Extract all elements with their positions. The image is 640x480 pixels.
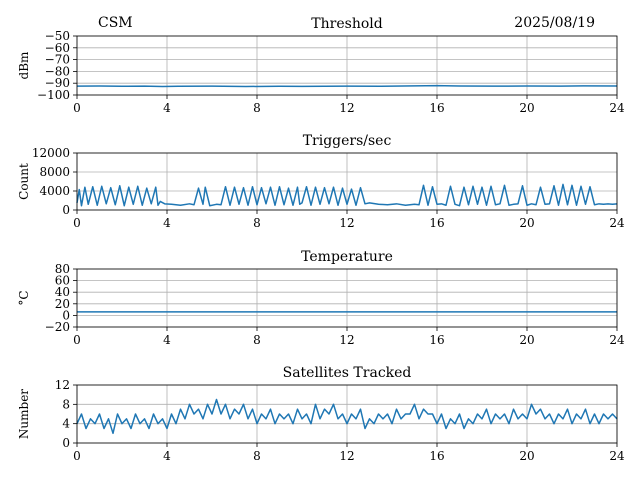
- y-tick-label: 20: [55, 297, 70, 311]
- x-tick-label: 4: [163, 449, 171, 463]
- chart-4: 0 4 8 12 16 20 24 0 4 8 12 Satellites Tracked Number: [17, 365, 625, 463]
- x-tick-label: 24: [609, 101, 625, 115]
- chart-title: Satellites Tracked: [283, 365, 412, 381]
- x-tick-label: 8: [253, 216, 261, 230]
- x-tick-label: 8: [253, 101, 261, 115]
- x-tick-label: 8: [253, 333, 261, 347]
- y-tick-label: 0: [62, 436, 70, 450]
- x-tick-label: 0: [73, 333, 81, 347]
- y-axis-label: Count: [17, 163, 31, 200]
- x-tick-label: 16: [429, 449, 444, 463]
- series-line-1: [76, 183, 618, 207]
- x-tick-label: 20: [519, 101, 534, 115]
- y-axis-label: Number: [17, 389, 31, 439]
- y-tick-label: −100: [37, 88, 70, 102]
- chart-title: Triggers/sec: [303, 133, 392, 149]
- y-tick-label: 8000: [39, 165, 70, 179]
- chart-2: 0 4 8 12 16 20 24 0 4000 8000 12000 Triggers/sec Cou…: [17, 133, 625, 230]
- chart-1: 0 4 8 12 16 20 24 −100−90−80−70−60−50 Threshold d…: [17, 16, 625, 115]
- x-tick-label: 0: [73, 216, 81, 230]
- y-tick-label: −60: [45, 41, 70, 55]
- x-tick-label: 24: [609, 449, 625, 463]
- y-tick-label: 0: [62, 308, 70, 322]
- y-tick-label: 4000: [39, 184, 70, 198]
- y-axis-label: °C: [17, 290, 31, 305]
- series-line-1: [76, 398, 618, 435]
- y-tick-label: 4: [62, 417, 70, 431]
- y-tick-label: 8: [62, 397, 70, 411]
- y-tick-label: −90: [45, 76, 70, 90]
- header-date-label: 2025/08/19: [514, 15, 595, 31]
- y-tick-label: 60: [55, 274, 70, 288]
- x-tick-label: 24: [609, 333, 625, 347]
- x-tick-label: 12: [339, 101, 354, 115]
- x-tick-label: 0: [73, 449, 81, 463]
- y-tick-label: 80: [55, 262, 70, 276]
- charts-container: 0 4 8 12 16 20 24 −100−90−80−70−60−50 Threshold d…: [17, 16, 625, 463]
- y-tick-label: 0: [62, 203, 70, 217]
- y-tick-label: 12000: [32, 146, 70, 160]
- y-tick-label: −20: [45, 320, 70, 334]
- y-tick-label: −70: [45, 53, 70, 67]
- x-tick-label: 12: [339, 216, 354, 230]
- x-tick-label: 4: [163, 101, 171, 115]
- y-tick-label: 12: [55, 378, 70, 392]
- y-tick-label: −50: [45, 29, 70, 43]
- y-tick-label: 40: [55, 285, 70, 299]
- x-tick-label: 0: [73, 101, 81, 115]
- header-left-label: CSM: [98, 15, 133, 31]
- x-tick-label: 20: [519, 449, 534, 463]
- x-tick-label: 24: [609, 216, 625, 230]
- x-tick-label: 12: [339, 333, 354, 347]
- x-tick-label: 4: [163, 333, 171, 347]
- chart-title: Temperature: [301, 249, 393, 265]
- y-axis-label: dBm: [17, 51, 31, 80]
- chart-title: Threshold: [311, 16, 382, 32]
- x-tick-label: 8: [253, 449, 261, 463]
- x-tick-label: 16: [429, 216, 444, 230]
- x-tick-label: 20: [519, 333, 534, 347]
- x-tick-label: 4: [163, 216, 171, 230]
- x-tick-label: 16: [429, 333, 444, 347]
- x-tick-label: 16: [429, 101, 444, 115]
- x-tick-label: 20: [519, 216, 534, 230]
- x-tick-label: 12: [339, 449, 354, 463]
- series-line-1: [76, 84, 618, 88]
- y-tick-label: −80: [45, 64, 70, 78]
